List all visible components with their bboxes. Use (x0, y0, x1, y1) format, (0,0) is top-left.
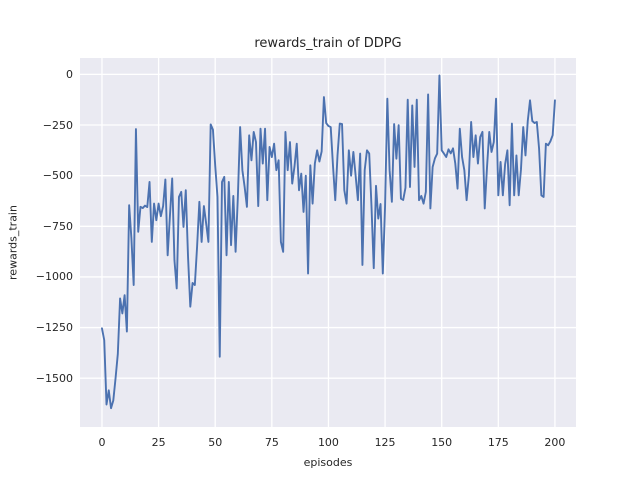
y-tick-label: −1000 (35, 270, 73, 284)
y-axis-label: rewards_train (6, 205, 20, 280)
x-tick-label: 100 (317, 436, 339, 449)
x-tick-label: 150 (431, 436, 453, 449)
x-axis-label: episodes (303, 456, 353, 469)
y-tick-label: 0 (66, 67, 73, 81)
y-tick-label: −1500 (35, 371, 73, 385)
line-plot (80, 58, 576, 427)
x-tick-label: 200 (544, 436, 566, 449)
chart-title: rewards_train of DDPG (254, 36, 402, 51)
reward-line (101, 74, 556, 410)
x-tick-label: 25 (151, 436, 166, 449)
y-tick-label: −250 (42, 118, 73, 132)
plot-area (80, 58, 576, 427)
x-tick-label: 50 (208, 436, 223, 449)
x-tick-label: 75 (264, 436, 279, 449)
x-tick-label: 125 (374, 436, 396, 449)
y-tick-label: −1250 (35, 321, 73, 335)
y-tick-label: −500 (42, 169, 73, 183)
x-tick-label: 175 (487, 436, 509, 449)
y-tick-label: −750 (42, 219, 73, 233)
x-tick-label: 0 (98, 436, 106, 449)
